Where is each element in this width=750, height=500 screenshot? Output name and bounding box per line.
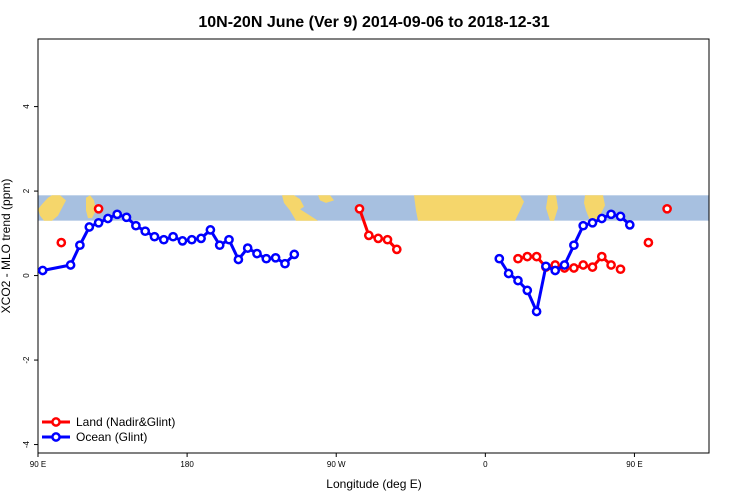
ocean-data-point (252, 248, 262, 259)
land-data-point (354, 203, 365, 214)
y-tick-label: 4 (22, 104, 31, 109)
ocean-data-point (550, 265, 561, 276)
y-axis: -4 -2 0 2 4 (22, 104, 38, 448)
ocean-data-point (121, 212, 132, 223)
land-data-point (382, 234, 393, 245)
land-data-point (531, 251, 542, 262)
land-data-point (615, 264, 626, 275)
y-tick-label: -4 (22, 440, 31, 448)
ocean-data-point (224, 234, 234, 245)
map-land-0 (38, 195, 66, 221)
land-data-point (373, 233, 384, 244)
ocean-data-point (559, 260, 570, 270)
plot-frame (37, 38, 710, 454)
y-tick-label: -2 (22, 356, 31, 364)
land-data-point (662, 203, 672, 214)
ocean-data-point (587, 217, 598, 228)
land-data-point (606, 260, 616, 270)
ocean-data-point (233, 254, 244, 265)
ocean-data-point (541, 261, 551, 272)
ocean-data-point (242, 243, 253, 253)
series-layer (37, 203, 672, 317)
ocean-data-point (84, 222, 95, 232)
land-data-point (596, 251, 607, 262)
ocean-data-point (513, 275, 523, 286)
ocean-data-point (522, 285, 533, 296)
ocean-data-point (289, 249, 300, 260)
map-land-4 (414, 195, 524, 221)
y-tick-label: 2 (22, 188, 31, 193)
ocean-data-point (280, 258, 290, 269)
land-data-point (587, 262, 598, 272)
ocean-data-point (186, 234, 197, 245)
ocean-data-point (606, 209, 616, 220)
legend-ocean-label: Ocean (Glint) (76, 430, 147, 444)
x-tick-label: 180 (180, 460, 194, 469)
land-data-point (93, 203, 104, 214)
x-tick-label: 90 W (327, 460, 346, 469)
land-data-point (643, 237, 654, 248)
ocean-data-point (93, 217, 104, 228)
ocean-data-point (140, 226, 151, 237)
ocean-data-point (65, 260, 76, 270)
ocean-data-point (261, 253, 272, 264)
x-axis: 90 E 180 90 W 0 90 E (30, 453, 643, 469)
ocean-data-point (177, 236, 188, 246)
ocean-data-point (596, 213, 607, 224)
legend-land-label: Land (Nadir&Glint) (76, 415, 175, 429)
ocean-data-point (205, 225, 216, 235)
ocean-data-point (196, 233, 206, 244)
ocean-data-point (112, 209, 123, 220)
ocean-data-point (168, 231, 178, 242)
legend-land-marker (51, 417, 61, 427)
x-axis-label: Longitude (deg E) (326, 477, 421, 491)
x-tick-label: 90 E (30, 460, 46, 469)
ocean-data-point (214, 240, 225, 251)
ocean-data-point (578, 220, 589, 231)
map-band (38, 195, 709, 221)
ocean-data-point (569, 240, 579, 251)
land-data-point (513, 253, 523, 264)
map-land-5 (546, 195, 558, 221)
legend: Land (Nadir&Glint)Ocean (Glint) (42, 415, 175, 444)
map-land-1 (86, 195, 96, 219)
ocean-data-point (131, 220, 141, 231)
y-tick-label: 0 (22, 273, 31, 278)
land-data-point (56, 237, 67, 248)
ocean-data-point (37, 265, 48, 276)
ocean-data-point (615, 211, 626, 222)
map-land-2 (282, 195, 318, 221)
ocean-data-point (75, 240, 85, 251)
ocean-data-point (624, 220, 635, 230)
ocean-data-point (270, 252, 281, 263)
ocean-data-point (531, 306, 542, 317)
y-axis-label: XCO2 - MLO trend (ppm) (0, 179, 13, 314)
land-data-point (522, 251, 533, 262)
x-tick-label: 90 E (626, 460, 642, 469)
x-tick-label: 0 (483, 460, 488, 469)
ocean-data-point (503, 268, 514, 279)
ocean-data-point (494, 253, 505, 264)
ocean-data-point (149, 231, 160, 242)
legend-ocean-marker (51, 432, 61, 442)
land-data-point (363, 230, 374, 241)
land-data-point (578, 260, 589, 270)
ocean-data-point (158, 234, 169, 245)
land-data-point (569, 263, 579, 273)
land-data-point (391, 244, 402, 255)
ocean-data-point (103, 213, 113, 224)
map-land-3 (318, 195, 334, 203)
chart-title: 10N-20N June (Ver 9) 2014-09-06 to 2018-… (198, 14, 549, 31)
